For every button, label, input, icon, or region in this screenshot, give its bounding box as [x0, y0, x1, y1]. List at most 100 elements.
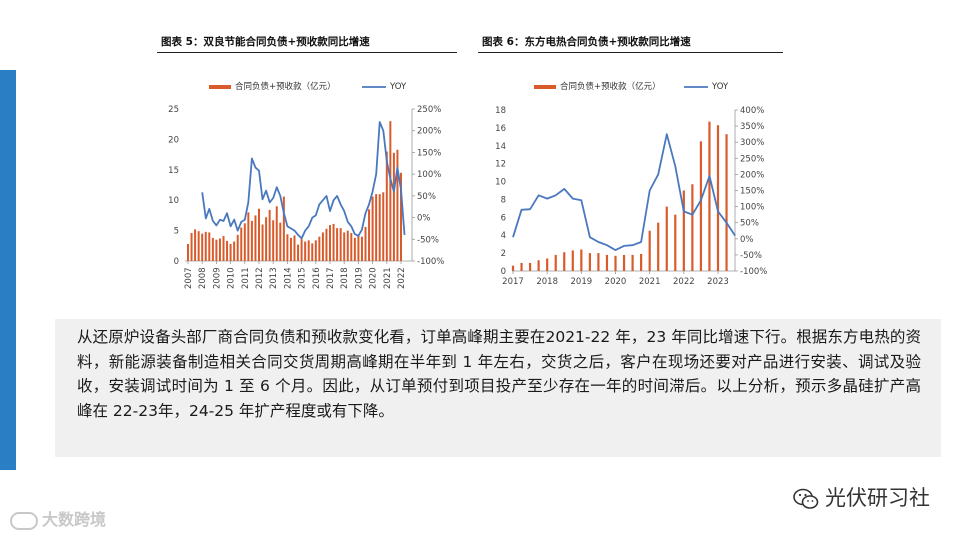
chart-1-y-left-tick: 15: [168, 166, 179, 176]
chart-2-y-left-tick: 0: [501, 267, 506, 277]
chart-2-bar: [674, 214, 677, 271]
chart-1-bar: [400, 172, 402, 261]
chart-1-bar: [250, 220, 253, 261]
c-logo-icon: [10, 511, 38, 530]
chart-2-y-right-tick: 200%: [740, 170, 764, 180]
chart-1-bar: [353, 237, 356, 261]
chart-1-bar: [233, 241, 236, 261]
chart-1-bar: [268, 209, 271, 261]
chart-1-bar: [215, 239, 218, 261]
chart-1-bar: [378, 194, 381, 261]
chart-2-y-right-tick: 400%: [740, 106, 764, 116]
chart-2-bar: [682, 190, 685, 271]
chart-1-bar: [218, 238, 221, 261]
chart-1-bar: [329, 225, 331, 261]
chart-1-bar: [360, 236, 363, 261]
chart-1-bar: [265, 217, 268, 261]
chart-2-bar: [640, 254, 643, 271]
chart-2-bar: [725, 134, 728, 271]
analysis-textbox: 从还原炉设备头部厂商合同负债和预收款变化看，订单高峰期主要在2021-22 年，…: [55, 319, 941, 457]
chart-1-x-tick: 2008: [198, 267, 208, 289]
chart-1-y-left-tick: 20: [168, 135, 179, 145]
chart-2-y-left-tick: 14: [495, 142, 506, 152]
chart-2-bar: [691, 184, 694, 271]
chart-2-x-tick: 2023: [707, 277, 729, 287]
chart-1-x-tick: 2022: [397, 267, 407, 289]
chart-1-bar: [258, 208, 260, 261]
chart-1-x-tick: 2007: [184, 267, 194, 289]
chart-1-y-left-tick: 0: [174, 257, 179, 267]
chart-1-x-tick: 2020: [369, 267, 379, 289]
chart-1-bar: [243, 223, 246, 261]
chart-1-bar: [261, 224, 264, 261]
chart-2-bar: [563, 252, 566, 271]
chart-1-bar: [339, 228, 342, 261]
chart-2-legend-bar-swatch: [534, 85, 556, 89]
chart-1-bar: [314, 240, 317, 261]
chart-1-bar: [282, 196, 285, 261]
chart-1-x-tick: 2010: [227, 267, 237, 289]
chart-1-legend-line-label: YOY: [389, 82, 407, 92]
chart-1-y-right-tick: -100%: [417, 257, 444, 267]
chart-1-y-right-tick: 50%: [417, 192, 436, 202]
chart-2-y-right-tick: -100%: [740, 267, 767, 277]
chart-1-legend-bar-label: 合同负债+预收款（亿元）: [235, 81, 336, 92]
chart-1-x-tick: 2017: [326, 267, 336, 289]
chart-1-bar: [382, 192, 385, 261]
chart-2-x-tick: 2022: [673, 277, 695, 287]
chart-1-bar: [293, 235, 296, 261]
chart-2-bar: [648, 230, 651, 271]
chart-2-x-tick: 2021: [639, 277, 661, 287]
chart-2-bar: [554, 254, 557, 271]
chart-2-y-left-tick: 12: [495, 160, 506, 170]
chart-2-y-left-tick: 18: [495, 106, 506, 116]
chart-2-bar: [605, 254, 609, 271]
chart-2-x-tick: 2018: [536, 277, 558, 287]
chart-1-bar: [289, 237, 292, 261]
brand-left: 大数跨境: [10, 506, 106, 530]
chart-2-y-right-tick: 50%: [740, 219, 759, 229]
chart-1-yoy-line: [201, 121, 406, 240]
chart-2-x-tick: 2020: [605, 277, 627, 287]
chart-1-bar: [297, 244, 300, 261]
chart-2-block: 图表 6：东方电热合同负债+预收款同比增速 合同负债+预收款（亿元） YOY 0 2 4…: [478, 34, 783, 293]
chart-2-y-left-tick: 10: [495, 178, 506, 188]
chart-1-bar: [240, 227, 243, 261]
chart-2-y-right-tick: 350%: [740, 122, 764, 132]
chart-1-y-left-tick: 5: [174, 227, 179, 237]
chart-1-bar: [286, 234, 289, 261]
chart-1-bar: [226, 240, 229, 261]
chart-1-y-left-tick: 25: [168, 105, 179, 115]
chart-1-bar: [222, 236, 225, 261]
chart-1-bar: [208, 232, 211, 261]
chart-1-bar: [375, 194, 378, 261]
chart-1-y-right-tick: -50%: [417, 235, 439, 245]
chart-2-svg: 合同负债+预收款（亿元） YOY 0 2 4 6 8 10 12 14 16 18 -100% -50% 0…: [495, 81, 767, 287]
chart-1-bar: [318, 236, 321, 261]
chart-2-bar: [622, 254, 626, 271]
chart-1-bar: [300, 239, 303, 261]
chart-2-bar: [631, 254, 634, 271]
chart-1-x-tick: 2011: [241, 267, 251, 289]
chart-2-bar: [537, 260, 540, 271]
chart-1-bar: [229, 243, 232, 261]
brand-right-text: 光伏研习社: [825, 486, 930, 510]
chart-1-block: 图表 5：双良节能合同负债+预收款同比增速 合同负债+预收款（亿元） YOY 0 5 1…: [157, 34, 457, 293]
chart-1-bar: [350, 233, 353, 261]
chart-1-y-right-tick: 100%: [417, 170, 441, 180]
chart-2-bar: [588, 253, 591, 271]
chart-1-bar: [190, 233, 193, 261]
chart-2-title: 图表 6：东方电热合同负债+预收款同比增速: [478, 34, 783, 53]
chart-2-bar: [708, 121, 711, 271]
chart-1-legend-bar-swatch: [209, 85, 231, 89]
chart-1-bar: [389, 121, 392, 261]
chart-1-bar: [204, 231, 207, 261]
chart-1-bar: [236, 234, 239, 261]
chart-1-bar: [304, 241, 307, 261]
chart-1-y-right-tick: 150%: [417, 148, 441, 158]
chart-1-bar: [321, 232, 324, 261]
chart-2-y-right-tick: 150%: [740, 187, 764, 197]
chart-1-bar: [187, 243, 189, 261]
chart-1-title: 图表 5：双良节能合同负债+预收款同比增速: [157, 34, 457, 53]
chart-2-bar: [546, 258, 549, 271]
